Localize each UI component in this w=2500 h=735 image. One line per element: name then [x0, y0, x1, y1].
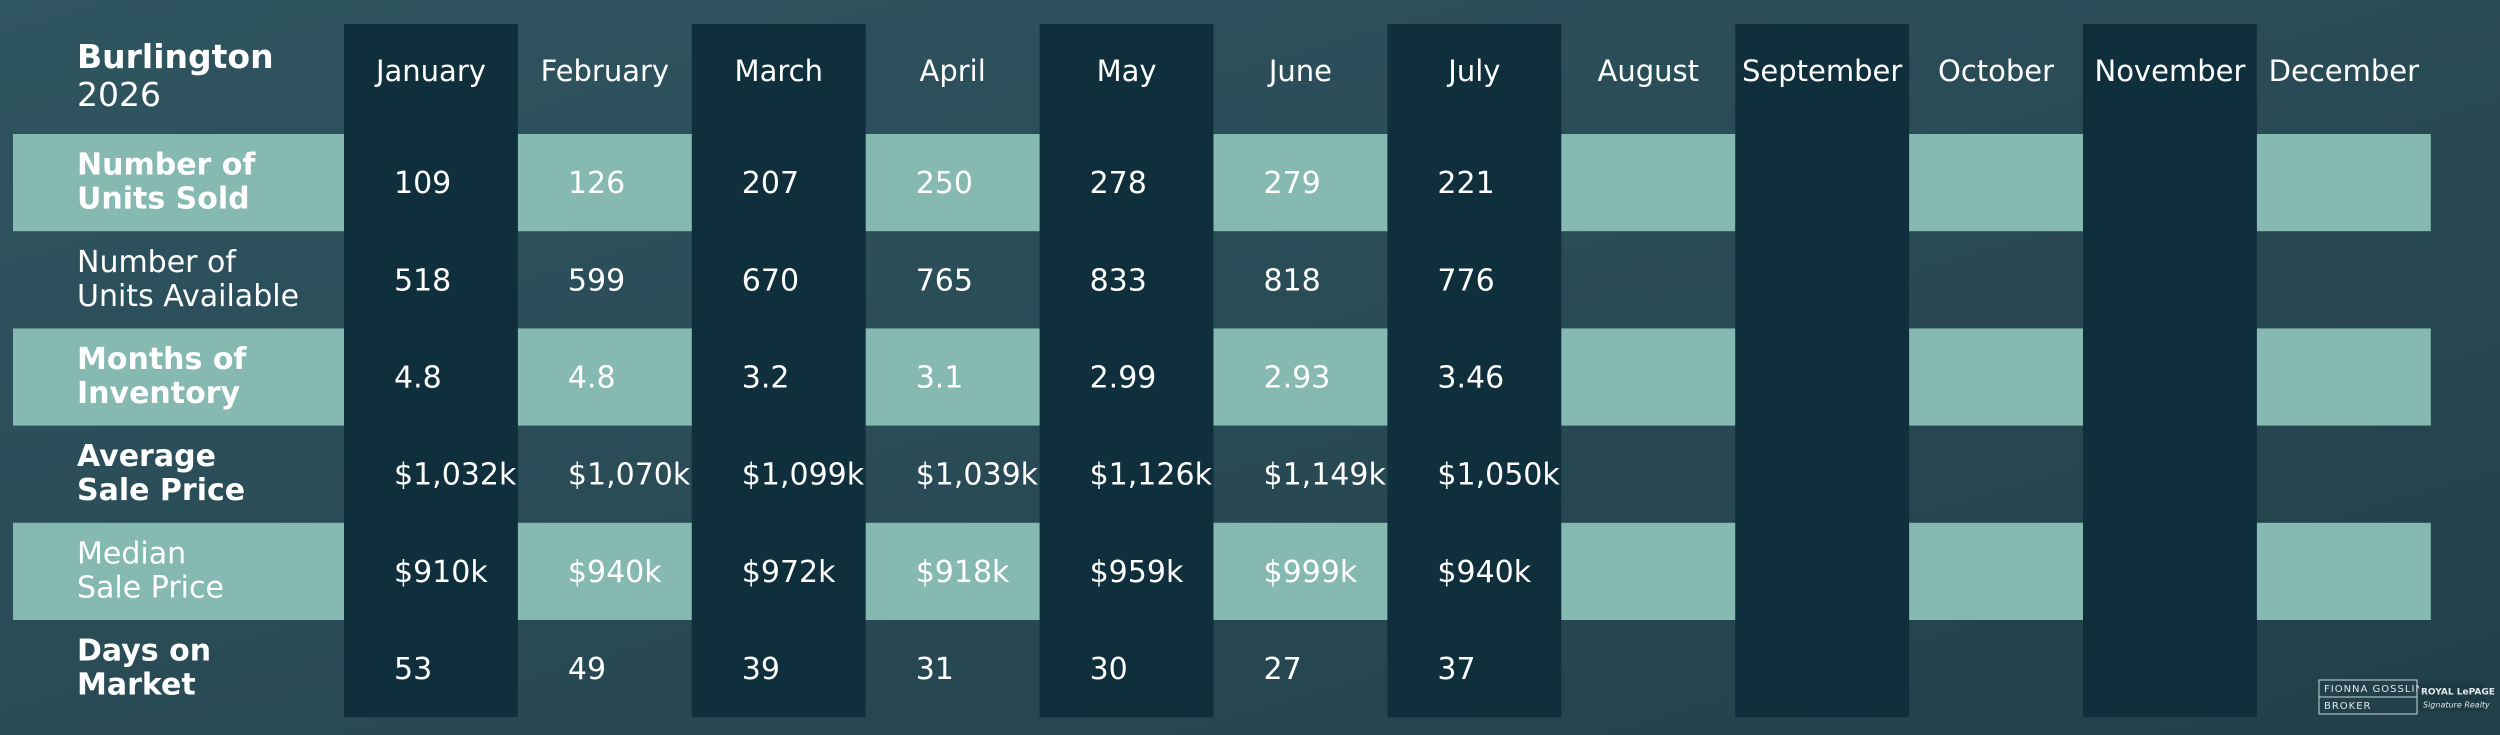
cell-value: 3.46 [1437, 361, 1504, 396]
month-header: June [1267, 54, 1332, 88]
cell-value: 49 [568, 652, 606, 687]
cell-value: 765 [916, 263, 973, 298]
cell-value: 30 [1090, 652, 1128, 687]
row-label: Number of Units Sold [77, 147, 256, 216]
cell-value: $999k [1264, 555, 1358, 590]
cell-value: 3.1 [916, 361, 964, 396]
cell-value: 37 [1437, 652, 1475, 687]
month-header: March [735, 54, 823, 88]
title-line: 2026 [77, 75, 161, 114]
cell-value: $910k [394, 555, 488, 590]
cell-value: 2.99 [1090, 361, 1157, 396]
row-label-line: Inventory [77, 376, 241, 411]
cell-value: 250 [916, 166, 973, 201]
cell-value: 109 [394, 166, 451, 201]
month-header: November [2095, 54, 2246, 88]
cell-value: $1,126k [1090, 458, 1213, 493]
cell-value: 39 [742, 652, 780, 687]
row-label-line: Units Available [77, 278, 299, 313]
cell-value: $1,039k [916, 458, 1039, 493]
month-header: May [1097, 54, 1157, 88]
cell-value: $1,149k [1264, 458, 1387, 493]
logo-role: BROKER [2324, 701, 2372, 712]
row-label-line: Days on [77, 633, 211, 668]
row-label: Days on Market [77, 633, 211, 702]
column-band [2083, 24, 2257, 718]
row-label-line: Months of [77, 342, 247, 377]
cell-value: $1,099k [742, 458, 865, 493]
row-label-line: Average [77, 439, 216, 474]
row-label-line: Market [77, 667, 196, 702]
cell-value: 4.8 [394, 361, 442, 396]
logo-name: FIONNA GOSSLING [2324, 684, 2433, 695]
month-header: July [1446, 54, 1500, 88]
column-band [1735, 24, 1910, 718]
row-label-line: Number of [77, 244, 237, 279]
month-header: April [920, 54, 986, 88]
cell-value: $940k [568, 555, 662, 590]
month-header: August [1598, 54, 1700, 88]
title: Burlington 2026 [77, 37, 274, 114]
row-label: Months of Inventory [77, 342, 247, 411]
row-label-line: Number of [77, 147, 256, 182]
cell-value: $959k [1090, 555, 1184, 590]
row-label-line: Sale Price [77, 570, 224, 605]
row-label-line: Units Sold [77, 181, 250, 216]
column-band [691, 24, 866, 718]
month-header: September [1742, 54, 1902, 88]
cell-value: $1,070k [568, 458, 691, 493]
logo-office: Signature Realty [2423, 701, 2490, 710]
cell-value: 599 [568, 263, 625, 298]
column-band [344, 24, 518, 718]
cell-value: 833 [1090, 263, 1147, 298]
cell-value: $1,050k [1437, 458, 1560, 493]
cell-value: 207 [742, 166, 799, 201]
row-label: Average Sale Price [77, 439, 245, 508]
column-band [1039, 24, 1214, 718]
cell-value: 221 [1437, 166, 1494, 201]
month-header: February [541, 54, 670, 88]
row-label-line: Median [77, 536, 186, 571]
cell-value: 279 [1264, 166, 1321, 201]
logo: FIONNA GOSSLING BROKER ROYAL LePAGE Sign… [2318, 679, 2495, 715]
cell-value: 518 [394, 263, 451, 298]
cell-value: 776 [1437, 263, 1494, 298]
month-header: December [2269, 54, 2419, 88]
cell-value: 278 [1090, 166, 1147, 201]
cell-value: 670 [742, 263, 799, 298]
cell-value: $1,032k [394, 458, 517, 493]
cell-value: $940k [1437, 555, 1531, 590]
cell-value: 4.8 [568, 361, 616, 396]
month-header: January [374, 54, 486, 88]
title-line: Burlington [77, 37, 274, 76]
cell-value: 31 [916, 652, 954, 687]
cell-value: 126 [568, 166, 625, 201]
cell-value: 2.93 [1264, 361, 1331, 396]
month-header: October [1938, 54, 2054, 88]
row-label: Number of Units Available [77, 244, 299, 313]
cell-value: 27 [1264, 652, 1302, 687]
cell-value: 53 [394, 652, 432, 687]
logo-brand: ROYAL LePAGE [2421, 688, 2495, 698]
table: Burlington 2026 January February March April M… [13, 24, 2431, 718]
cell-value: $972k [742, 555, 836, 590]
cell-value: $918k [916, 555, 1010, 590]
cell-value: 3.2 [742, 361, 790, 396]
row-label-line: Sale Price [77, 473, 245, 508]
column-band [1387, 24, 1562, 718]
cell-value: 818 [1264, 263, 1321, 298]
row-label: Median Sale Price [77, 536, 224, 605]
